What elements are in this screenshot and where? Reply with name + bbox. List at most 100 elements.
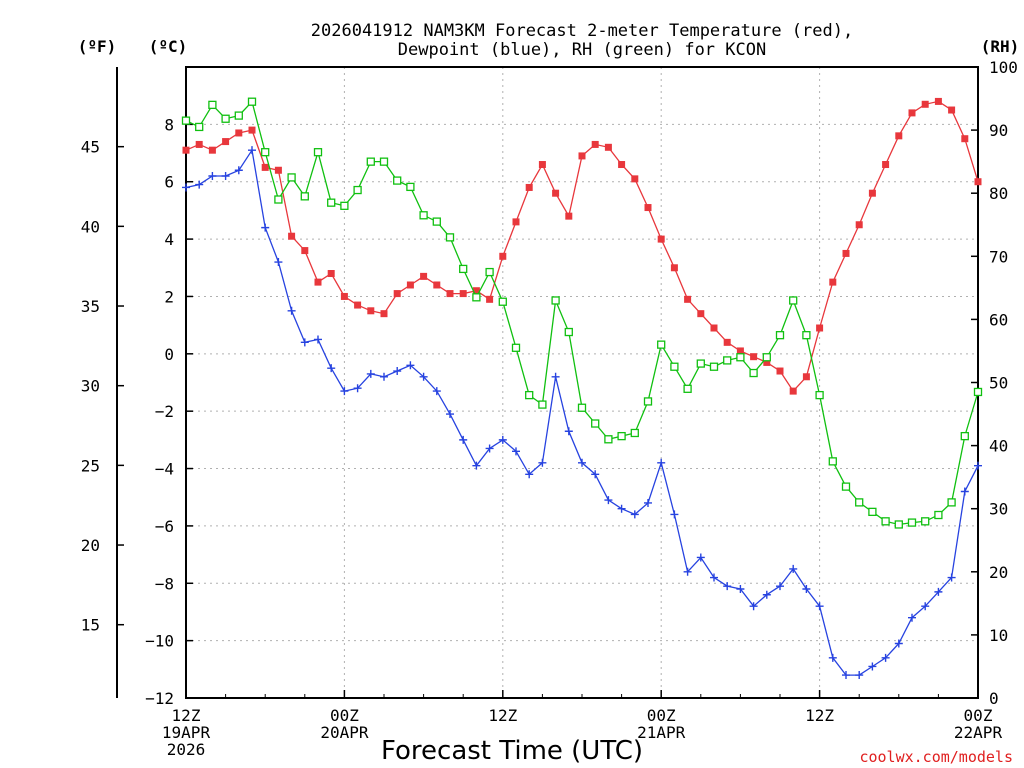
temperature-point bbox=[406, 281, 414, 289]
rh-point bbox=[577, 403, 587, 412]
dewpoint-point bbox=[446, 410, 454, 419]
rh-tick-label: 0 bbox=[989, 689, 999, 708]
rh-point bbox=[195, 122, 204, 132]
temperature-point bbox=[552, 189, 560, 197]
temperature-point bbox=[499, 252, 507, 260]
dewpoint-point bbox=[353, 384, 362, 393]
dewpoint-point bbox=[683, 567, 692, 576]
rh-point bbox=[643, 397, 653, 406]
rh-point bbox=[287, 173, 296, 182]
temperature-point bbox=[816, 324, 824, 332]
dewpoint-point bbox=[208, 171, 217, 180]
fahrenheit-tick-label: 15 bbox=[81, 616, 100, 635]
temperature-point bbox=[908, 109, 916, 117]
dewpoint-point bbox=[776, 582, 784, 591]
temperature-point bbox=[684, 295, 692, 303]
x-tick-label: 20APR bbox=[320, 723, 369, 742]
dewpoint-point bbox=[551, 372, 560, 381]
fahrenheit-tick-label: 45 bbox=[81, 138, 100, 157]
rh-point bbox=[564, 327, 573, 337]
dewpoint-point bbox=[472, 461, 481, 470]
rh-point bbox=[815, 390, 824, 400]
rh-series bbox=[181, 97, 983, 529]
dewpoint-point bbox=[459, 435, 468, 444]
temperature-point bbox=[631, 175, 639, 183]
temperature-point bbox=[868, 189, 876, 197]
rh-point bbox=[762, 353, 771, 362]
dewpoint-point bbox=[644, 498, 652, 507]
temperature-point bbox=[895, 132, 903, 140]
dewpoint-point bbox=[974, 461, 982, 470]
rh-point bbox=[234, 111, 243, 120]
dewpoint-point bbox=[287, 306, 296, 315]
x-tick-label: 12Z bbox=[805, 706, 834, 725]
dewpoint-point bbox=[762, 590, 771, 599]
temperature-point bbox=[340, 292, 348, 300]
dewpoint-point bbox=[789, 564, 798, 573]
rh-point bbox=[696, 359, 705, 368]
rh-tick-label: 20 bbox=[989, 563, 1008, 582]
temperature-point bbox=[327, 270, 335, 278]
dewpoint-point bbox=[736, 585, 745, 594]
rh-point bbox=[459, 264, 468, 274]
dewpoint-point bbox=[182, 183, 190, 192]
rh-point bbox=[630, 428, 639, 438]
rh-point bbox=[775, 331, 785, 340]
dewpoint-point bbox=[710, 573, 718, 582]
rh-point bbox=[432, 217, 441, 226]
fahrenheit-tick-label: 30 bbox=[81, 377, 100, 396]
dewpoint-point bbox=[723, 582, 732, 591]
rh-point bbox=[300, 192, 309, 201]
temperature-series bbox=[182, 97, 982, 395]
rh-point bbox=[261, 148, 270, 157]
rh-point bbox=[247, 97, 257, 106]
dewpoint-point bbox=[300, 338, 309, 347]
rh-point bbox=[379, 157, 389, 166]
rh-point bbox=[881, 517, 890, 526]
rh-point bbox=[617, 431, 626, 441]
rh-point bbox=[366, 157, 375, 166]
dewpoint-point bbox=[380, 372, 388, 381]
x-tick-label: 22APR bbox=[954, 723, 1003, 742]
temperature-point bbox=[710, 324, 718, 332]
x-tick-label: 12Z bbox=[172, 706, 201, 725]
dewpoint-point bbox=[842, 671, 850, 680]
rh-point bbox=[591, 419, 600, 428]
fahrenheit-tick-label: 25 bbox=[81, 456, 100, 475]
rh-point bbox=[538, 400, 547, 409]
x-tick-label: 00Z bbox=[647, 706, 676, 725]
dewpoint-point bbox=[578, 458, 586, 467]
celsius-tick-label: −10 bbox=[145, 632, 174, 651]
dewpoint-point bbox=[432, 387, 441, 396]
temperature-point bbox=[750, 353, 758, 361]
rh-tick-label: 40 bbox=[989, 437, 1008, 456]
rh-point bbox=[828, 457, 837, 466]
temperature-point bbox=[367, 307, 375, 315]
rh-point bbox=[802, 331, 811, 340]
celsius-tick-label: 2 bbox=[164, 287, 174, 306]
temperature-point bbox=[354, 301, 362, 309]
temperature-point bbox=[670, 264, 678, 272]
rh-point bbox=[181, 116, 191, 125]
dewpoint-point bbox=[828, 653, 837, 662]
rh-point bbox=[973, 387, 983, 397]
rh-tick-label: 90 bbox=[989, 121, 1008, 140]
dewpoint-point bbox=[868, 662, 877, 671]
rh-point bbox=[406, 182, 415, 192]
x-tick-label: 00Z bbox=[964, 706, 993, 725]
grid-lines bbox=[186, 67, 978, 698]
dewpoint-line bbox=[185, 148, 979, 676]
temperature-point bbox=[195, 140, 203, 148]
dewpoint-point bbox=[617, 504, 626, 513]
rh-point bbox=[841, 482, 851, 491]
dewpoint-point bbox=[947, 573, 956, 582]
dewpoint-point bbox=[274, 258, 283, 267]
temperature-point bbox=[393, 290, 401, 298]
plot-frame bbox=[185, 66, 979, 699]
temperature-point bbox=[855, 221, 863, 229]
celsius-tick-label: 6 bbox=[164, 173, 174, 192]
axis-ticks: 86420−2−4−6−8−10−1212Z19APR202600Z20APR1… bbox=[81, 58, 1018, 759]
rh-point bbox=[749, 368, 758, 378]
celsius-tick-label: −2 bbox=[155, 402, 174, 421]
